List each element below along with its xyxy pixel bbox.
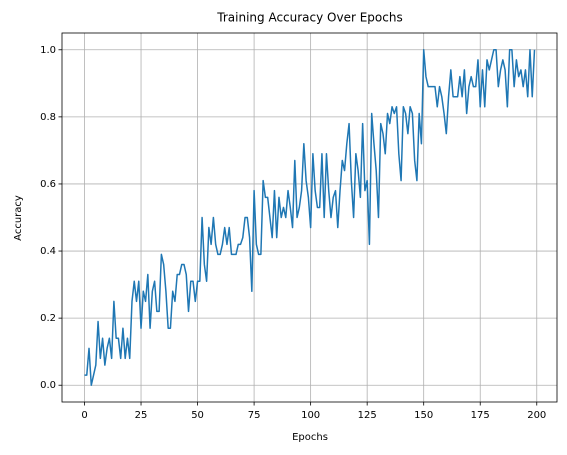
chart-title: Training Accuracy Over Epochs	[216, 11, 402, 25]
line-series	[84, 49, 536, 386]
x-tick-label: 200	[527, 410, 546, 421]
y-tick-label: 0.4	[40, 246, 56, 257]
x-tick-label: 50	[191, 410, 204, 421]
x-tick-label: 75	[248, 410, 261, 421]
x-tick-label: 0	[81, 410, 87, 421]
x-axis-label: Epochs	[292, 432, 328, 443]
x-tick-label: 125	[358, 410, 377, 421]
x-tick-label: 100	[301, 410, 320, 421]
x-tick-label: 150	[414, 410, 433, 421]
x-tick-label: 175	[471, 410, 490, 421]
y-tick-label: 0.2	[40, 313, 56, 324]
plot-frame	[61, 32, 558, 403]
y-tick-label: 0.8	[40, 112, 56, 123]
x-tick-label: 25	[135, 410, 148, 421]
y-tick-label: 0.6	[40, 179, 56, 190]
y-tick-label: 1.0	[40, 45, 56, 56]
y-axis-label: Accuracy	[13, 195, 24, 241]
y-tick-label: 0.0	[40, 380, 56, 391]
